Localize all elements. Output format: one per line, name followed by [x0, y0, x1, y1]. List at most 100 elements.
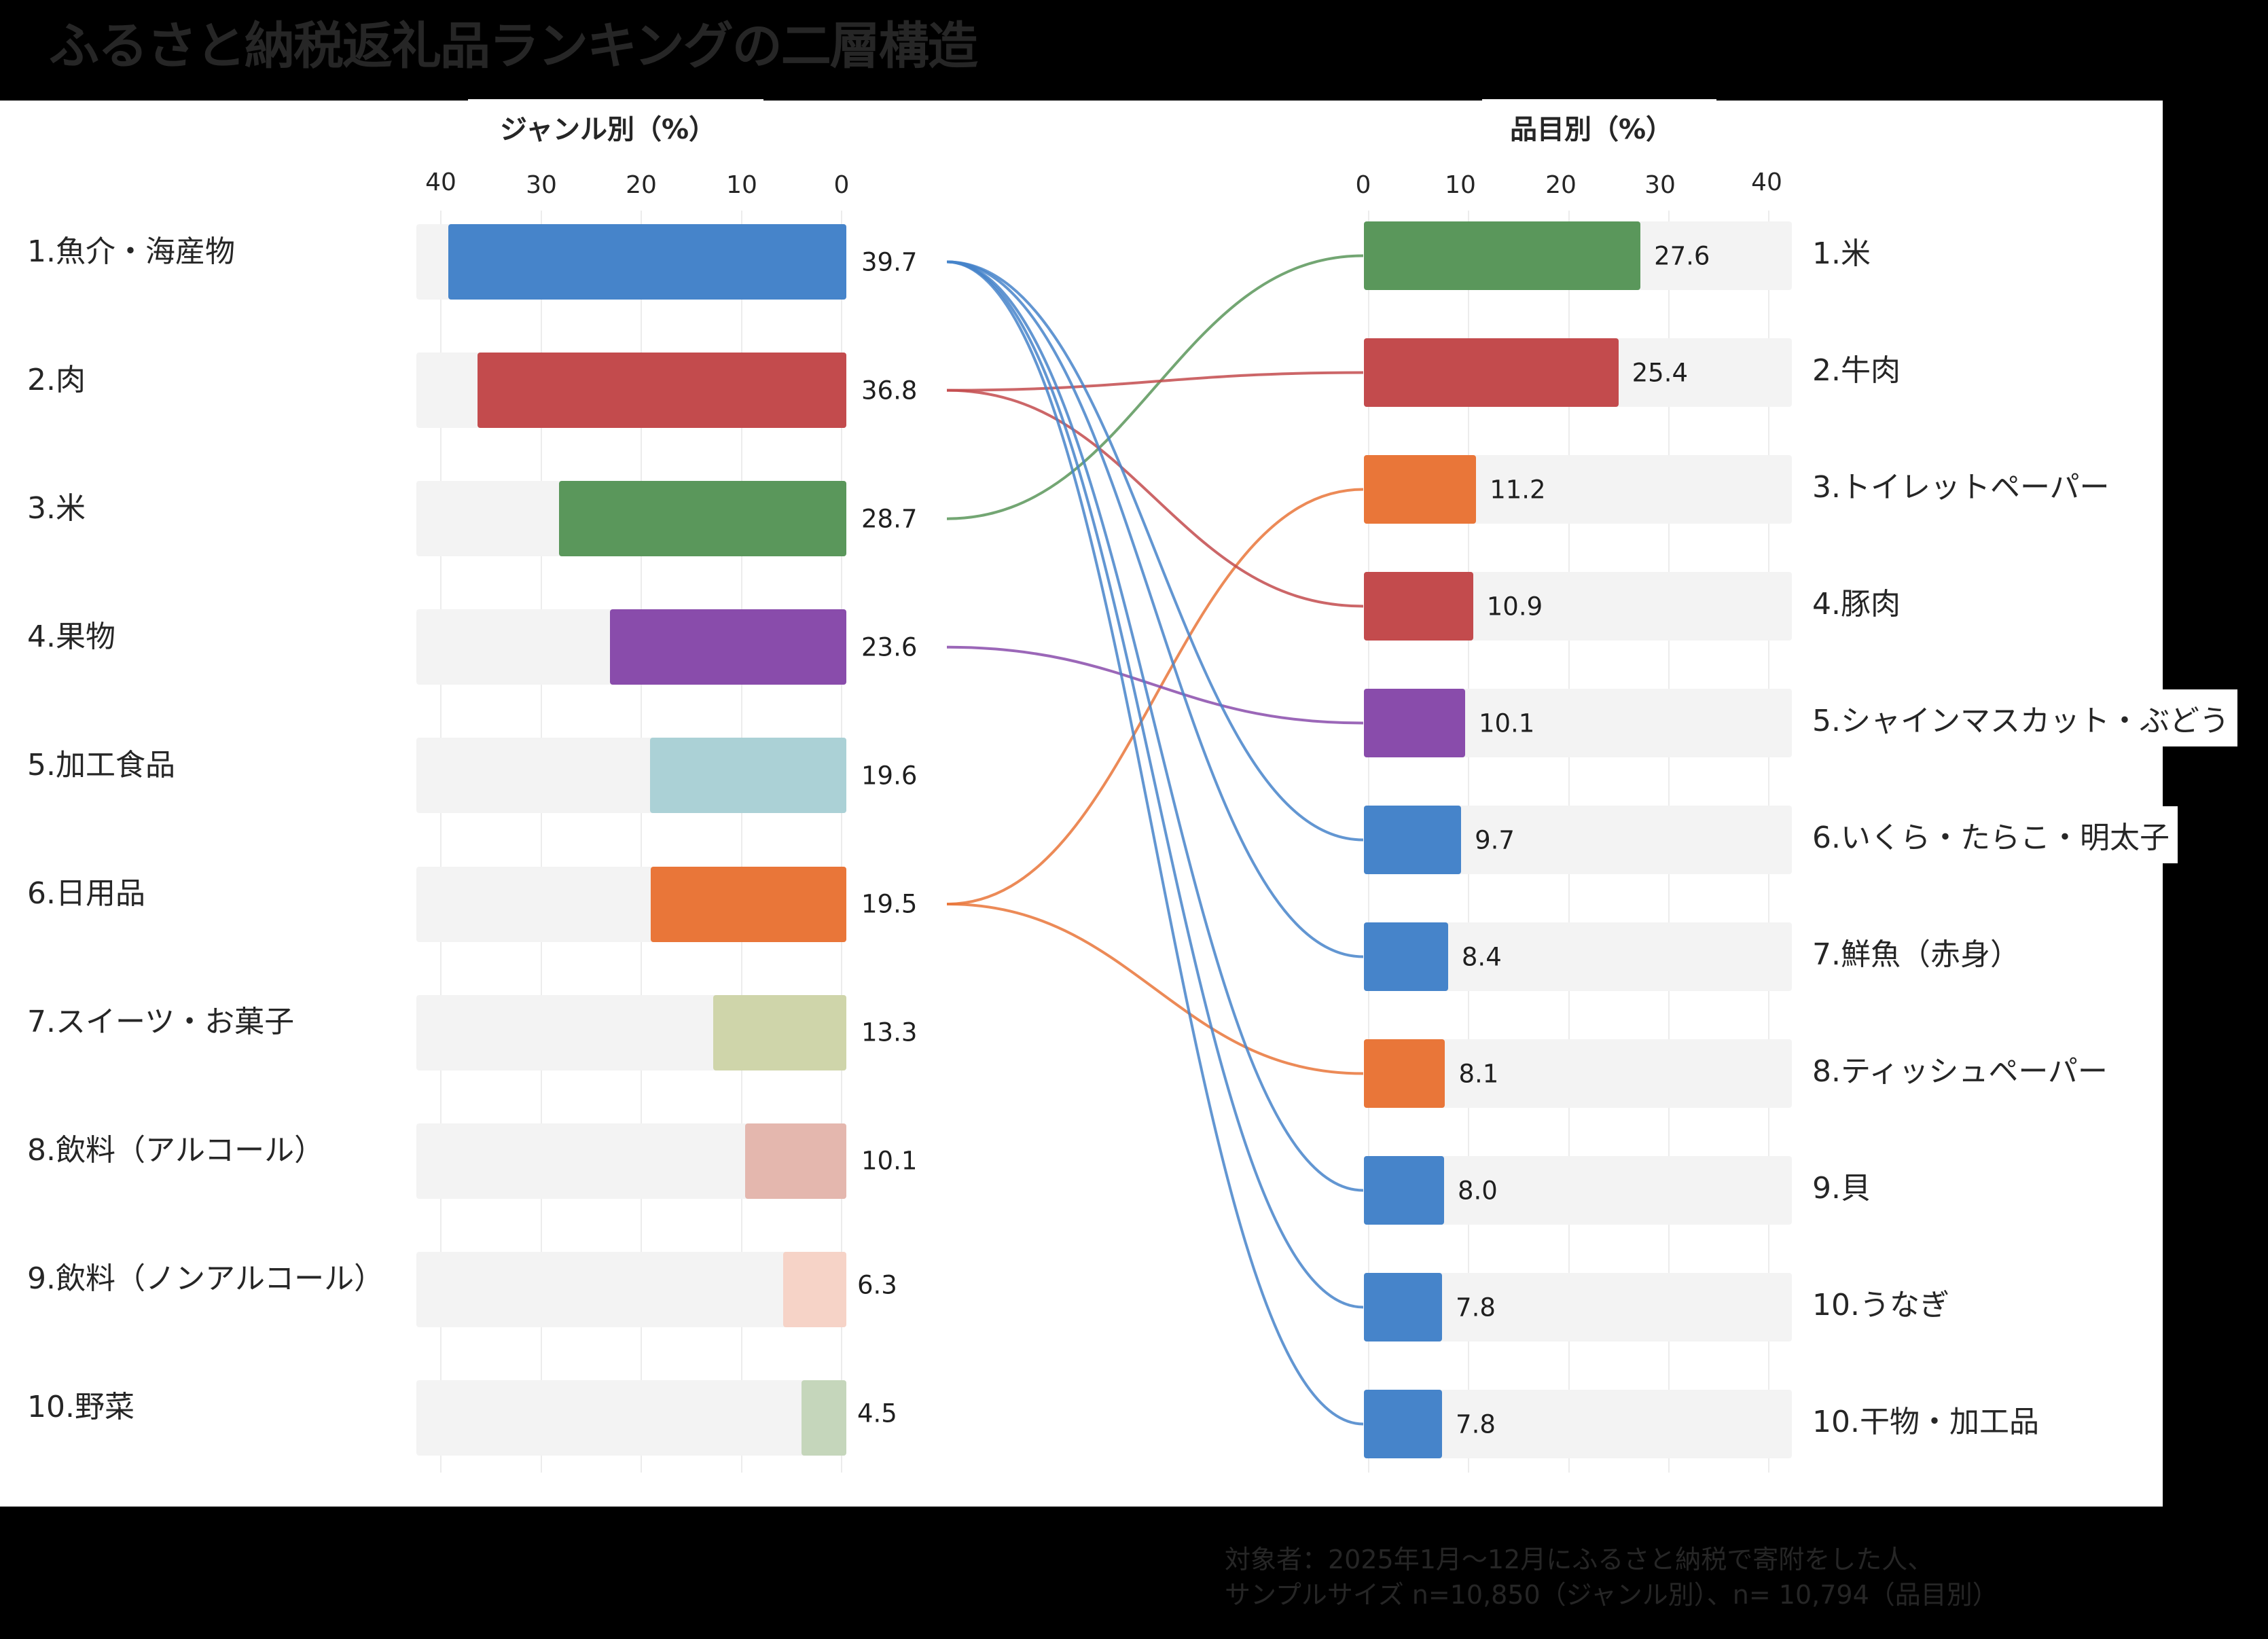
genre-value-label: 36.8 [861, 376, 918, 406]
connector-curve [946, 903, 1364, 1075]
connector-curve [946, 260, 1364, 1426]
genre-bar [745, 1123, 846, 1199]
item-bar [1364, 1273, 1443, 1341]
genre-bar-track [416, 1251, 846, 1327]
genre-gridline [641, 211, 642, 1473]
genre-bar [783, 1251, 846, 1327]
item-axis-tick: 0 [1355, 171, 1371, 199]
item-axis-tick: 40 [1751, 168, 1782, 196]
genre-bar-track [416, 1380, 846, 1456]
connector-curve [946, 254, 1364, 520]
footnote: 対象者：2025年1月～12月にふるさと納税で寄附をした人、 サンプルサイズ n… [1225, 1542, 1998, 1613]
genre-value-label: 19.5 [861, 889, 918, 919]
genre-value-label: 23.6 [861, 632, 918, 662]
item-label: 9.貝 [1812, 1156, 1879, 1214]
page-title: ふるさと納税返礼品ランキングの二層構造 [49, 17, 978, 75]
item-value-label: 10.1 [1478, 708, 1535, 738]
item-value-label: 7.8 [1456, 1293, 1496, 1322]
genre-bar [649, 738, 846, 814]
item-label: 4.豚肉 [1812, 572, 1909, 630]
item-axis-tick: 10 [1445, 171, 1476, 199]
item-bar [1364, 806, 1462, 874]
genre-label: 9.飲料（ノンアルコール） [27, 1247, 393, 1305]
item-axis-tick: 30 [1644, 171, 1676, 199]
genre-label: 1.魚介・海産物 [27, 219, 243, 277]
genre-axis-tick: 40 [425, 168, 456, 196]
item-label: 3.トイレットペーパー [1812, 455, 2118, 513]
genre-bar [558, 481, 846, 557]
genre-bar [609, 609, 846, 685]
item-value-label: 10.9 [1486, 592, 1543, 621]
item-bar [1364, 922, 1448, 991]
genre-value-label: 4.5 [857, 1399, 897, 1428]
genre-value-label: 19.6 [861, 761, 918, 791]
connector-curve [946, 389, 1364, 608]
connector-curve [946, 260, 1364, 1192]
item-label: 6.いくら・たらこ・明太子 [1812, 806, 2178, 863]
genre-axis-tick: 20 [626, 171, 657, 199]
item-value-label: 11.2 [1490, 475, 1546, 504]
genre-gridline [440, 211, 442, 1473]
genre-bar [448, 224, 846, 300]
genre-gridline [841, 211, 842, 1473]
item-value-label: 8.0 [1458, 1176, 1498, 1205]
connector-curve [946, 260, 1364, 958]
item-value-label: 27.6 [1654, 241, 1710, 270]
item-bar [1364, 572, 1473, 641]
item-label: 1.米 [1812, 221, 1879, 279]
item-bar [1364, 455, 1477, 524]
genre-value-label: 13.3 [861, 1017, 918, 1047]
genre-gridline [741, 211, 742, 1473]
right-subtitle-tab [1482, 99, 1716, 106]
item-value-label: 8.4 [1461, 942, 1502, 971]
item-bar [1364, 1039, 1445, 1108]
item-label: 8.ティッシュペーパー [1812, 1039, 2116, 1097]
item-value-label: 25.4 [1632, 358, 1689, 387]
genre-gridline [541, 211, 542, 1473]
connector-curve [946, 645, 1364, 725]
item-bar [1364, 1156, 1444, 1225]
genre-label: 10.野菜 [27, 1375, 143, 1433]
connector-curve [946, 371, 1364, 392]
item-label: 10.干物・加工品 [1812, 1390, 2047, 1447]
genre-value-label: 10.1 [861, 1146, 918, 1176]
genre-label: 3.米 [27, 476, 94, 534]
genre-label: 2.肉 [27, 348, 94, 406]
genre-axis-tick: 30 [526, 171, 557, 199]
genre-label: 8.飲料（アルコール） [27, 1119, 333, 1176]
genre-bar [801, 1380, 846, 1456]
item-label: 10.うなぎ [1812, 1273, 1958, 1331]
connector-curve [946, 260, 1364, 1309]
footnote-line-2: サンプルサイズ n=10,850（ジャンル別）、n= 10,794（品目別） [1225, 1580, 1998, 1610]
genre-bar [651, 866, 846, 942]
genre-value-label: 28.7 [861, 504, 918, 534]
connector-curve [946, 488, 1364, 905]
genre-label: 7.スイーツ・お菓子 [27, 990, 303, 1048]
item-bar [1364, 221, 1641, 290]
item-bar [1364, 338, 1619, 407]
genre-axis-tick: 10 [726, 171, 757, 199]
item-label: 2.牛肉 [1812, 338, 1909, 396]
genre-value-label: 39.7 [861, 247, 918, 276]
genre-chart-title: ジャンル別（%） [499, 114, 717, 145]
item-value-label: 7.8 [1456, 1409, 1496, 1439]
genre-label: 6.日用品 [27, 862, 154, 919]
item-bar [1364, 689, 1465, 757]
item-value-label: 8.1 [1458, 1059, 1499, 1088]
footnote-line-1: 対象者：2025年1月～12月にふるさと納税で寄附をした人、 [1225, 1545, 1934, 1574]
item-label: 7.鮮魚（赤身） [1812, 922, 2028, 980]
connector-curve [946, 260, 1364, 842]
genre-bar [713, 994, 846, 1070]
item-value-label: 9.7 [1475, 825, 1515, 854]
genre-label: 5.加工食品 [27, 733, 183, 791]
genre-value-label: 6.3 [857, 1270, 897, 1300]
item-chart-title: 品目別（%） [1509, 114, 1674, 145]
item-bar [1364, 1390, 1443, 1458]
item-label: 5.シャインマスカット・ぶどう [1812, 689, 2237, 746]
genre-label: 4.果物 [27, 605, 124, 662]
genre-bar [478, 353, 846, 429]
item-axis-tick: 20 [1545, 171, 1577, 199]
genre-axis-tick: 0 [833, 171, 850, 199]
left-subtitle-tab [468, 99, 763, 106]
